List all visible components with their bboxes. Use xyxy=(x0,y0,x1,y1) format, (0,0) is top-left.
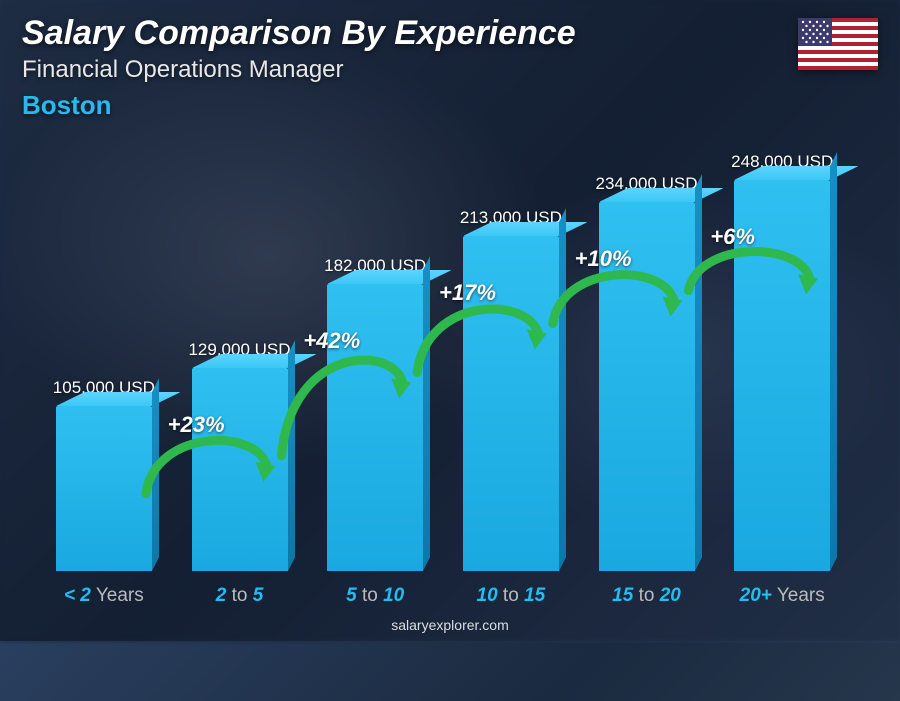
bar xyxy=(734,180,830,571)
bar-group: 248,000 USD xyxy=(714,130,850,571)
bar-group: 182,000 USD xyxy=(307,130,443,571)
bar-group: 213,000 USD xyxy=(443,130,579,571)
bar-group: 234,000 USD xyxy=(579,130,715,571)
x-axis-label: 20+ Years xyxy=(714,585,850,607)
bar-group: 129,000 USD xyxy=(172,130,308,571)
x-axis-label: 2 to 5 xyxy=(172,585,308,607)
location-label: Boston xyxy=(22,90,112,121)
page-title: Salary Comparison By Experience xyxy=(22,14,576,53)
bar-chart: 105,000 USD129,000 USD182,000 USD213,000… xyxy=(36,130,850,571)
x-axis-label: 5 to 10 xyxy=(307,585,443,607)
bar xyxy=(463,236,559,571)
x-axis-label: 10 to 15 xyxy=(443,585,579,607)
x-axis-labels: < 2 Years2 to 55 to 1010 to 1515 to 2020… xyxy=(36,585,850,607)
footer-credit: salaryexplorer.com xyxy=(0,617,900,633)
x-axis-label: 15 to 20 xyxy=(579,585,715,607)
bar xyxy=(192,368,288,571)
job-title: Financial Operations Manager xyxy=(22,56,344,84)
bars-container: 105,000 USD129,000 USD182,000 USD213,000… xyxy=(36,130,850,571)
bar xyxy=(327,284,423,571)
bar xyxy=(56,406,152,571)
bar xyxy=(599,202,695,571)
usa-flag-icon xyxy=(798,18,878,70)
bar-group: 105,000 USD xyxy=(36,130,172,571)
x-axis-label: < 2 Years xyxy=(36,585,172,607)
content-layer: Salary Comparison By Experience Financia… xyxy=(0,0,900,641)
